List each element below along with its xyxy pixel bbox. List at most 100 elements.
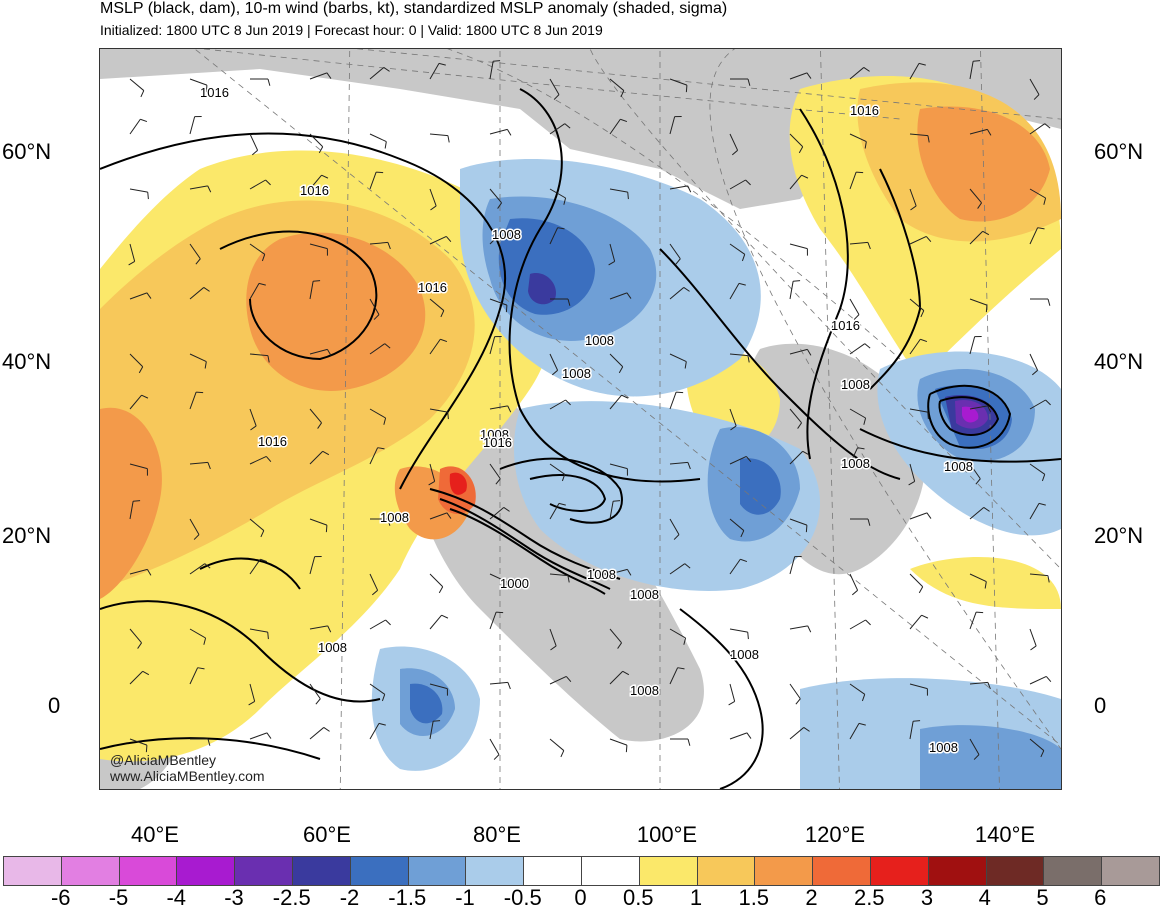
wind-barb-flag bbox=[377, 447, 385, 450]
colorbar-tick-label: -1 bbox=[455, 885, 475, 910]
colorbar-tick-label: 1 bbox=[689, 885, 703, 910]
wind-barb-shaft bbox=[909, 298, 925, 311]
wind-barb-shaft bbox=[669, 243, 681, 260]
wind-barb-13 bbox=[849, 67, 870, 80]
wind-barb-flag bbox=[676, 391, 684, 394]
wind-barb-shaft bbox=[909, 63, 920, 80]
wind-barb-flag bbox=[383, 417, 387, 425]
wind-barb-shaft bbox=[369, 408, 386, 419]
wind-barb-flag bbox=[265, 456, 272, 463]
wind-barb-flag bbox=[565, 399, 571, 406]
wind-barb-132 bbox=[309, 518, 328, 533]
wind-barb-shaft bbox=[369, 447, 379, 465]
wind-barb-23 bbox=[489, 128, 512, 136]
wind-barb-190 bbox=[909, 683, 928, 696]
wind-barb-flag bbox=[378, 722, 386, 726]
wind-barb-shaft bbox=[1029, 188, 1046, 199]
latitude-circle-3 bbox=[589, 49, 1061, 570]
wind-barb-shaft bbox=[429, 683, 448, 690]
wind-barb-shaft bbox=[969, 738, 980, 755]
anomaly-region-neg-3-1 bbox=[962, 406, 979, 423]
wind-barb-shaft bbox=[129, 292, 148, 300]
colorbar-swatch bbox=[292, 857, 351, 885]
colorbar-tick-label: 1.5 bbox=[738, 885, 770, 910]
wind-barb-flag bbox=[550, 645, 557, 651]
wind-barb-flag bbox=[858, 722, 866, 726]
graticule-line-6 bbox=[820, 49, 840, 789]
wind-barb-112 bbox=[1029, 399, 1051, 410]
wind-barb-flag bbox=[260, 558, 268, 563]
wind-barb-83 bbox=[249, 353, 270, 363]
wind-barb-flag bbox=[675, 258, 681, 265]
wind-barb-flag bbox=[504, 581, 507, 589]
mslp-contour-7 bbox=[499, 457, 623, 524]
wind-barb-shaft bbox=[669, 628, 686, 639]
wind-barb-shaft bbox=[489, 573, 507, 583]
wind-barb-142 bbox=[909, 512, 932, 520]
wind-barb-171 bbox=[729, 628, 749, 640]
wind-barb-flag bbox=[1045, 399, 1051, 406]
wind-barb-58 bbox=[669, 243, 681, 265]
wind-barb-flag bbox=[1037, 227, 1045, 230]
wind-barb-140 bbox=[789, 518, 808, 533]
wind-barb-flag bbox=[145, 745, 148, 753]
wind-barb-flag bbox=[317, 422, 322, 429]
wind-barb-107 bbox=[729, 408, 737, 431]
mslp-contour-1 bbox=[100, 132, 506, 490]
wind-barb-flag bbox=[795, 698, 801, 705]
wind-barb-flag bbox=[495, 478, 501, 485]
wind-barb-flag bbox=[684, 361, 687, 369]
lon-label-100e: 100°E bbox=[636, 822, 698, 847]
lat-label-left-0: 0 bbox=[48, 693, 61, 718]
mslp-contour-11 bbox=[869, 168, 922, 390]
wind-barb-flag bbox=[740, 530, 745, 538]
wind-barb-shaft bbox=[849, 619, 866, 630]
wind-barb-8 bbox=[549, 78, 560, 100]
wind-barb-shaft bbox=[249, 179, 266, 190]
wind-barb-shaft bbox=[729, 455, 747, 465]
wind-barb-shaft bbox=[909, 408, 928, 413]
wind-barb-flag bbox=[920, 338, 928, 343]
wind-barb-189 bbox=[849, 683, 866, 702]
wind-barb-201 bbox=[609, 738, 628, 753]
contour-label-8: 1008 bbox=[841, 377, 870, 392]
wind-barb-133 bbox=[370, 518, 391, 526]
wind-barb-shaft bbox=[909, 188, 917, 207]
wind-barb-shaft bbox=[189, 185, 208, 190]
wind-barb-shaft bbox=[609, 568, 628, 575]
wind-barb-shaft bbox=[969, 463, 981, 480]
wind-barb-151 bbox=[489, 573, 507, 589]
wind-barb-shaft bbox=[309, 72, 328, 80]
mslp-contour-12 bbox=[927, 384, 1012, 449]
wind-barb-flag bbox=[738, 282, 746, 286]
wind-barb-131 bbox=[249, 518, 265, 538]
wind-barb-139 bbox=[729, 518, 745, 538]
colorbar-tick-label: 0 bbox=[574, 885, 587, 910]
wind-barb-flag bbox=[626, 292, 632, 299]
wind-barb-flag bbox=[445, 236, 452, 243]
wind-barb-208 bbox=[1029, 738, 1045, 758]
lat-label-right-40: 40°N bbox=[1094, 349, 1144, 374]
anomaly-region-neg-15-2 bbox=[740, 458, 781, 515]
wind-barb-shaft bbox=[489, 188, 502, 204]
wind-barb-flag bbox=[265, 179, 271, 186]
wind-barb-flag bbox=[920, 310, 925, 318]
colorbar-tick-label: -5 bbox=[108, 885, 129, 910]
wind-barb-163 bbox=[249, 628, 269, 640]
wind-barb-shaft bbox=[309, 683, 321, 700]
wind-barb-flag bbox=[683, 287, 690, 292]
wind-barb-shaft bbox=[729, 628, 748, 633]
lat-label-right-0: 0 bbox=[1094, 693, 1107, 718]
contour-label-13: 1008 bbox=[944, 459, 973, 474]
wind-barb-shaft bbox=[849, 241, 868, 245]
wind-barb-22 bbox=[429, 133, 450, 143]
wind-barb-95 bbox=[969, 336, 982, 355]
wind-barb-flag bbox=[620, 90, 625, 98]
wind-barb-195 bbox=[249, 732, 272, 740]
wind-barb-shaft bbox=[249, 243, 266, 255]
wind-barb-shaft bbox=[849, 171, 857, 190]
wind-barb-32 bbox=[1029, 123, 1051, 135]
mslp-contour-10 bbox=[799, 108, 849, 460]
wind-barb-shaft bbox=[729, 518, 745, 531]
wind-barb-204 bbox=[789, 727, 810, 740]
